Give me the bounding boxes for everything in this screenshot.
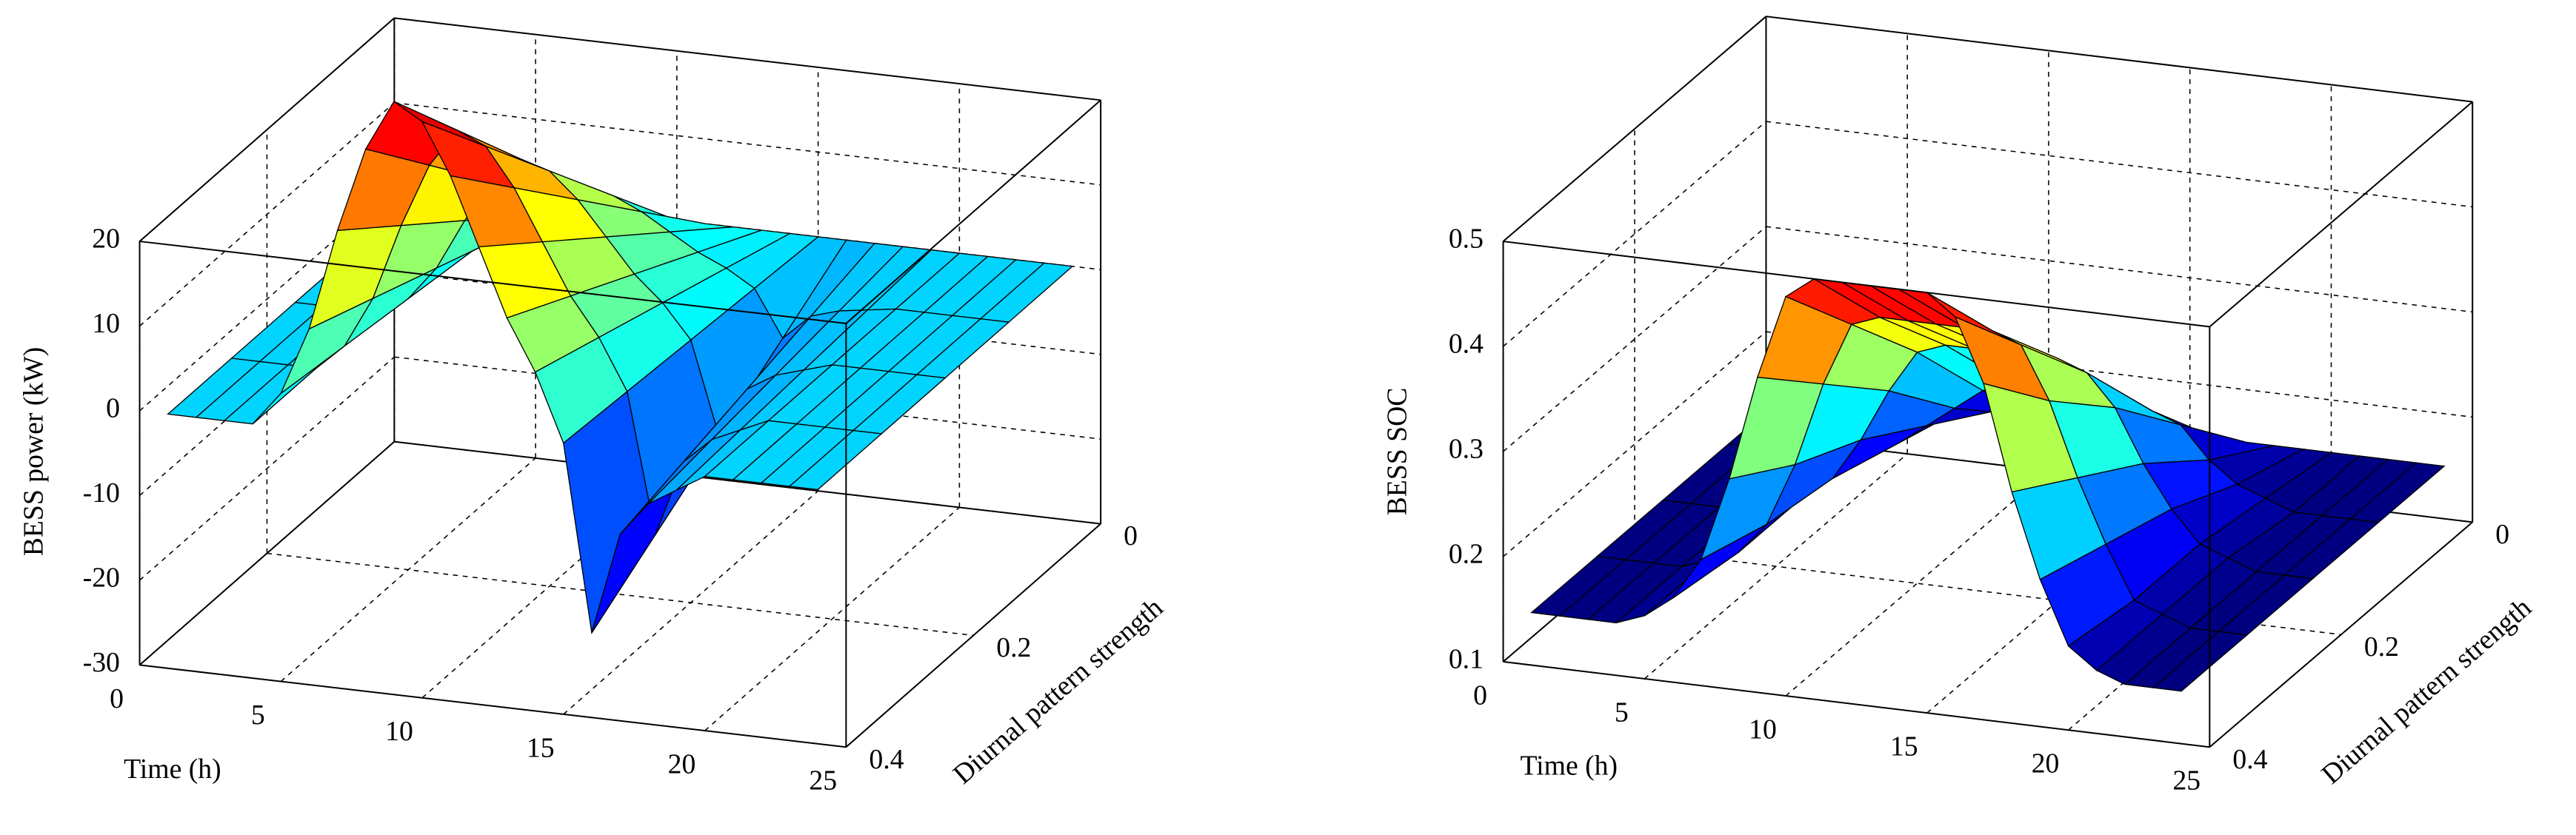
box-edge bbox=[2209, 101, 2473, 328]
y-axis-label: Diurnal pattern strength bbox=[2316, 591, 2537, 790]
z-tick-label: 0.2 bbox=[1449, 539, 1484, 570]
grid-line bbox=[1766, 16, 2473, 103]
grid-line bbox=[421, 474, 678, 699]
z-tick-label: 0 bbox=[106, 393, 120, 424]
x-tick-label: 0 bbox=[1473, 680, 1487, 711]
x-axis-label: Time (h) bbox=[124, 754, 221, 785]
z-tick-label: -20 bbox=[83, 563, 120, 594]
grid-line bbox=[1644, 453, 1908, 680]
grid-line bbox=[267, 552, 974, 637]
y-tick-label: 0.4 bbox=[2232, 744, 2267, 775]
grid-line bbox=[139, 356, 395, 581]
x-tick-label: 20 bbox=[668, 749, 696, 780]
grid-line bbox=[139, 102, 395, 327]
surface-face bbox=[2152, 631, 2249, 692]
x-tick-label: 15 bbox=[1890, 731, 1918, 762]
y-tick-label: 0.2 bbox=[996, 632, 1031, 663]
x-tick-label: 0 bbox=[110, 683, 124, 714]
box-edge bbox=[845, 99, 1101, 324]
z-tick-label: 0.1 bbox=[1449, 644, 1484, 675]
x-tick-label: 15 bbox=[527, 732, 555, 763]
x-tick-label: 25 bbox=[809, 765, 837, 797]
grid-line bbox=[1503, 226, 1766, 452]
surface-plot: 0 5 10 15 20 25 0 0.2 0.4 -30 -20 -10 0 10 20 Time (h) B… bbox=[18, 17, 1169, 797]
x-axis-label: Time (h) bbox=[1520, 751, 1618, 782]
y-tick-label: 0 bbox=[1124, 520, 1138, 551]
x-tick-label: 20 bbox=[2032, 748, 2060, 779]
grid-line bbox=[394, 17, 1101, 101]
box-edge bbox=[1503, 241, 2210, 328]
z-tick-label: 0.5 bbox=[1449, 224, 1484, 255]
grid-line bbox=[2209, 521, 2473, 748]
y-tick-label: 0.4 bbox=[869, 744, 904, 775]
grid-line bbox=[1503, 16, 1766, 242]
z-tick-label: 0.3 bbox=[1449, 434, 1484, 465]
box-edge bbox=[139, 241, 847, 324]
x-tick-label: 5 bbox=[1615, 697, 1629, 728]
grid-line bbox=[139, 664, 847, 748]
grid-line bbox=[394, 440, 1101, 525]
grid-line bbox=[1766, 226, 2473, 313]
x-tick-label: 5 bbox=[251, 700, 265, 731]
z-axis-label: BESS power (kW) bbox=[18, 347, 49, 557]
y-tick-label: 0.2 bbox=[2364, 631, 2399, 663]
x-tick-label: 10 bbox=[1749, 714, 1777, 745]
grid-line bbox=[1766, 121, 2473, 208]
y-axis-label: Diurnal pattern strength bbox=[947, 591, 1169, 790]
grid-line bbox=[139, 17, 395, 242]
z-tick-label: 0.4 bbox=[1449, 329, 1484, 360]
x-tick-label: 10 bbox=[385, 716, 413, 747]
surface-face bbox=[788, 429, 883, 491]
plots: 0 5 10 15 20 25 0 0.2 0.4 -30 -20 -10 0 10 20 Time (h) B… bbox=[18, 16, 2537, 797]
y-tick-label: 0 bbox=[2495, 519, 2509, 550]
grid-line bbox=[1503, 661, 2210, 748]
z-axis-label: BESS SOC bbox=[1381, 388, 1412, 516]
grid-line bbox=[1503, 331, 1766, 557]
surface-plot: 0 5 10 15 20 25 0 0.2 0.4 0.1 0.2 0.3 0.4 0.5 Time (h)… bbox=[1381, 16, 2537, 797]
grid-line bbox=[845, 523, 1101, 748]
x-tick-label: 25 bbox=[2172, 765, 2200, 797]
grid-line bbox=[139, 441, 395, 665]
z-tick-label: 10 bbox=[92, 308, 120, 339]
grid-line bbox=[139, 187, 395, 412]
grid-line bbox=[394, 102, 1101, 186]
grid-line bbox=[704, 506, 960, 731]
z-tick-label: -30 bbox=[83, 647, 120, 678]
z-tick-label: 20 bbox=[92, 224, 120, 255]
grid-line bbox=[1503, 121, 1766, 347]
grid-line bbox=[1785, 470, 2049, 697]
z-tick-label: -10 bbox=[83, 477, 120, 509]
